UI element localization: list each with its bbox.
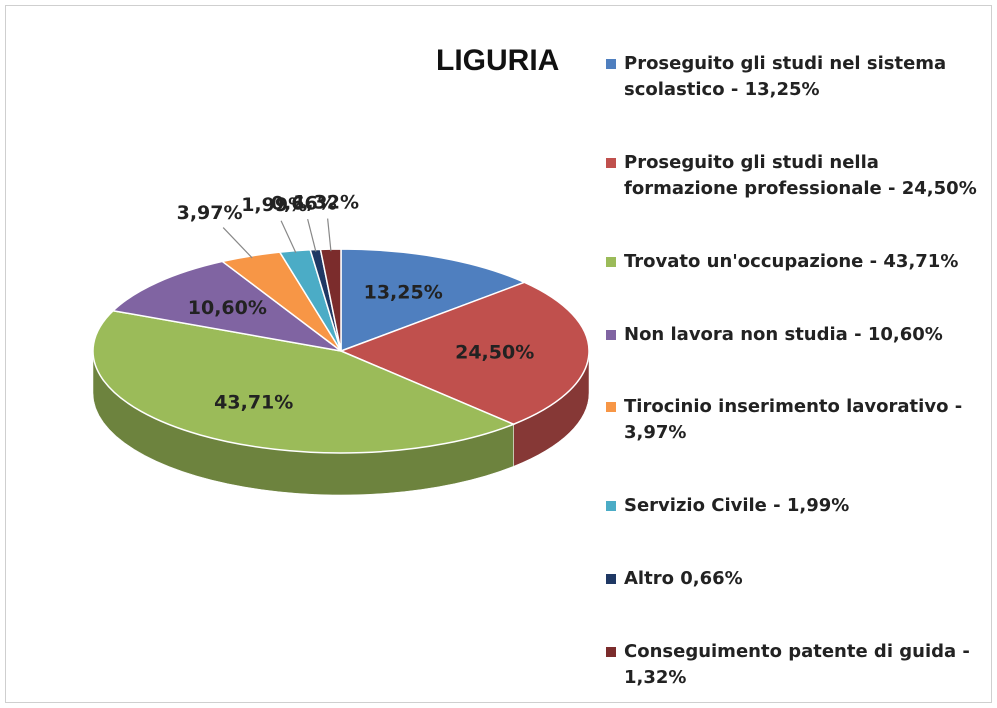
legend-swatch	[606, 646, 616, 657]
legend: Proseguito gli studi nel sistema scolast…	[606, 51, 991, 691]
slice	[111, 260, 342, 352]
legend-entry: Proseguito gli studi nel sistema scolast…	[606, 51, 991, 103]
legend-entry: Trovato un'occupazione - 43,71%	[606, 249, 991, 275]
legend-entry: Servizio Civile - 1,99%	[606, 493, 991, 519]
data-label: 0,66%	[271, 192, 337, 214]
legend-label: Proseguito gli studi nel sistema scolast…	[624, 53, 947, 100]
legend-entry: Conseguimento patente di guida - 1,32%	[606, 639, 991, 691]
legend-label: Non lavora non studia - 10,60%	[624, 323, 943, 345]
data-label: 43,71%	[214, 392, 293, 414]
data-label: 3,97%	[177, 202, 243, 224]
data-label: 10,60%	[188, 297, 267, 319]
legend-entry: Altro 0,66%	[606, 566, 991, 592]
legend-swatch	[606, 329, 616, 340]
legend-swatch	[606, 157, 616, 168]
legend-swatch	[606, 501, 616, 512]
data-label: 13,25%	[364, 282, 443, 304]
leader-line	[307, 218, 317, 252]
legend-label: Conseguimento patente di guida - 1,32%	[624, 640, 970, 688]
chart-title: LIGURIA	[436, 44, 560, 77]
leader-line	[327, 218, 332, 252]
legend-label: Servizio Civile - 1,99%	[624, 495, 850, 517]
data-label: 1,99%	[241, 194, 307, 216]
slice	[338, 281, 590, 426]
chart: 13,25% 24,50% 43,71% 10,60% 3,97% 1,99% 0,66% 1…	[5, 5, 992, 703]
legend-entry: Non lavora non studia - 10,60%	[606, 322, 991, 348]
data-label: 1,32%	[293, 192, 359, 214]
slice	[340, 248, 527, 353]
legend-label: Proseguito gli studi nella formazione pr…	[624, 151, 977, 199]
pie-plot: 13,25% 24,50% 43,71% 10,60% 3,97%1,99%0,66%1…	[92, 192, 590, 496]
legend-swatch	[606, 402, 616, 413]
leader-line	[280, 220, 297, 254]
legend-swatch	[606, 574, 616, 585]
legend-entry: Proseguito gli studi nella formazione pr…	[606, 150, 991, 202]
legend-label: Tirocinio inserimento lavorativo - 3,97%	[624, 396, 963, 444]
legend-label: Trovato un'occupazione - 43,71%	[624, 250, 959, 272]
slice	[92, 309, 516, 454]
leader-line	[222, 227, 253, 259]
legend-swatch	[606, 59, 616, 69]
legend-entry: Tirocinio inserimento lavorativo - 3,97%	[606, 394, 991, 446]
legend-label: Altro 0,66%	[624, 568, 743, 590]
data-label: 24,50%	[455, 341, 534, 363]
legend-swatch	[606, 256, 616, 267]
